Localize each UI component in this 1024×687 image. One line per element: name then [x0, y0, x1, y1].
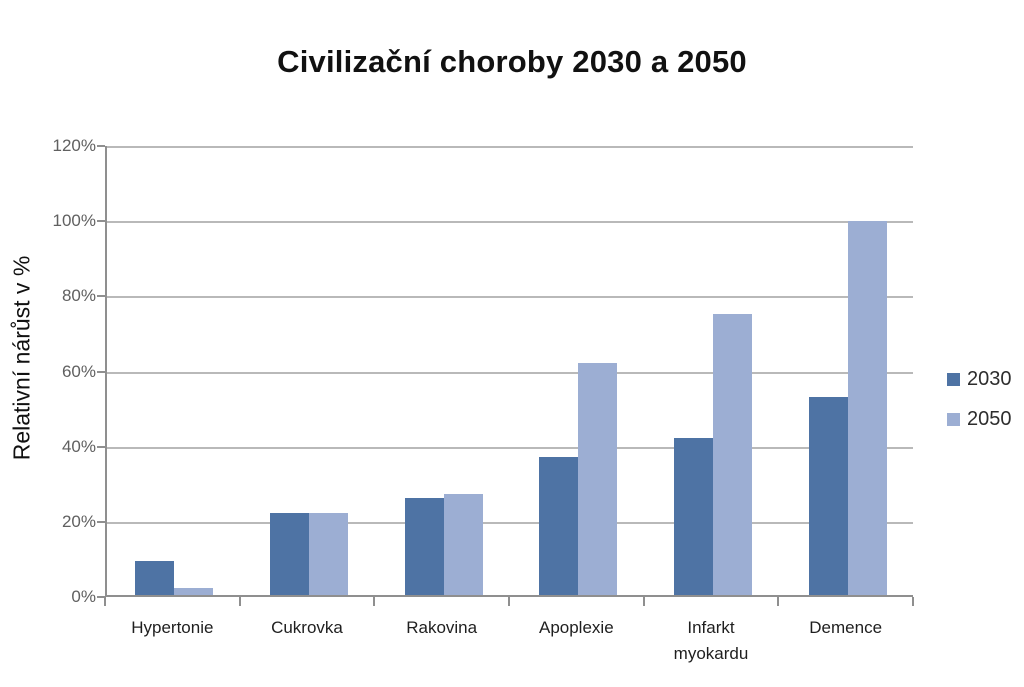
y-tick-mark-60	[97, 370, 105, 373]
y-tick-label-40: 40%	[61, 436, 96, 456]
bar-2030-category-5	[673, 437, 713, 595]
bar-2050-category-3	[443, 493, 483, 595]
legend-swatch-2050	[947, 413, 960, 426]
y-tick-label-20: 20%	[61, 511, 96, 531]
bar-2050-category-5	[712, 314, 752, 595]
plot-area	[105, 146, 913, 597]
y-tick-label-100: 100%	[52, 211, 96, 231]
bar-2030-category-3	[404, 497, 444, 595]
bar-2050-category-6	[847, 220, 887, 595]
y-tick-label-0: 0%	[71, 587, 96, 606]
gridline-60	[107, 371, 913, 374]
y-tick-mark-100	[97, 220, 105, 223]
gridline-20	[107, 521, 913, 524]
gridline-80	[107, 296, 913, 299]
bar-2050-category-1	[174, 587, 214, 595]
y-tick-mark-0	[97, 596, 105, 598]
gridline-40	[107, 446, 913, 449]
x-tick-mark-4	[642, 597, 645, 606]
x-category-label-5: Infarkt myokardu	[673, 618, 749, 663]
y-tick-mark-40	[97, 445, 105, 448]
y-tick-label-60: 60%	[61, 361, 96, 381]
y-tick-label-120: 120%	[52, 136, 96, 155]
y-tick-mark-120	[97, 145, 105, 147]
gridline-120	[107, 146, 913, 148]
x-tick-mark-3	[508, 597, 510, 606]
bar-group-3	[376, 146, 511, 595]
bar-group-5	[646, 146, 781, 595]
legend: 2030 2050	[947, 366, 1012, 433]
x-category-label-2: Cukrovka	[271, 618, 343, 637]
legend-label-2050: 2050	[967, 408, 1012, 430]
y-tick-mark-20	[97, 520, 105, 523]
bar-2030-category-4	[539, 456, 579, 595]
x-tick-mark-2	[373, 597, 376, 606]
chart-title: Civilizační choroby 2030 a 2050	[277, 44, 747, 79]
x-category-label-3: Rakovina	[406, 618, 478, 637]
bar-2050-category-2	[308, 512, 348, 595]
bar-group-4	[511, 146, 646, 595]
legend-item-2050: 2050	[947, 406, 1012, 433]
bar-2030-category-6	[808, 396, 848, 595]
x-tick-mark-6	[912, 597, 914, 606]
gridline-100	[107, 221, 913, 224]
y-tick-label-80: 80%	[61, 286, 96, 306]
x-tick-mark-0	[104, 597, 106, 606]
x-tick-mark-5	[777, 597, 780, 606]
x-tick-mark-1	[238, 597, 241, 606]
legend-swatch-2030	[947, 373, 960, 386]
bar-2050-category-4	[578, 363, 618, 595]
bar-2030-category-1	[135, 561, 175, 595]
y-tick-mark-80	[97, 295, 105, 298]
x-category-label-1: Hypertonie	[131, 618, 214, 637]
bar-group-6	[780, 146, 915, 595]
legend-item-2030: 2030	[947, 366, 1012, 393]
legend-label-2030: 2030	[967, 368, 1012, 390]
bar-group-2	[242, 146, 377, 595]
bar-2030-category-2	[269, 512, 309, 595]
x-category-label-4: Apoplexie	[538, 618, 614, 637]
bar-group-1	[107, 146, 242, 595]
x-category-label-6: Demence	[809, 618, 883, 637]
